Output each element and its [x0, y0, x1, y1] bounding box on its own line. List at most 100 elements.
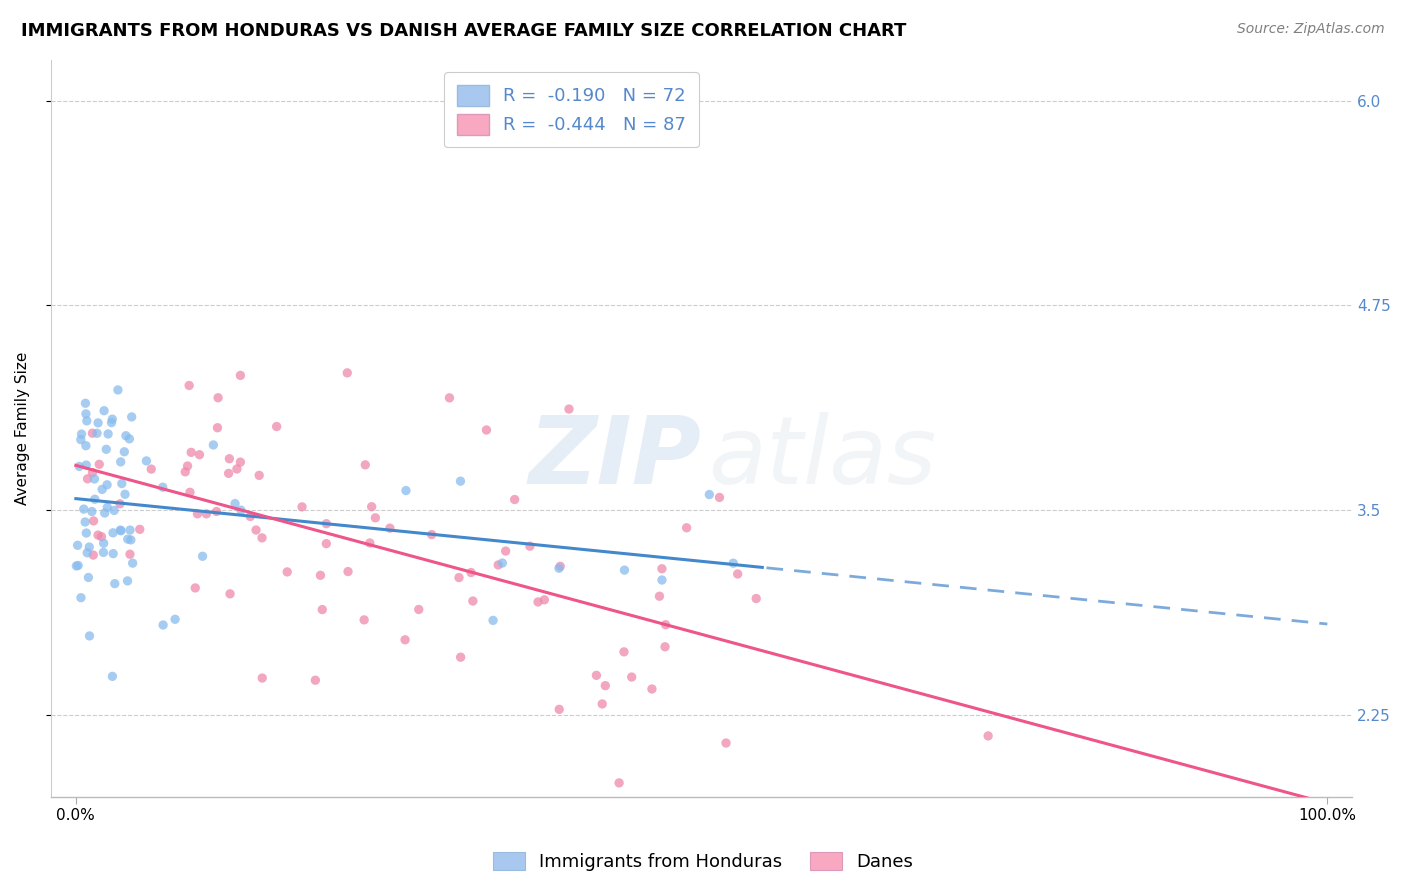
Point — [174, 465, 197, 479]
Point — [96, 477, 118, 491]
Point — [252, 671, 274, 685]
Point — [648, 589, 671, 603]
Point — [408, 602, 430, 616]
Point — [714, 736, 737, 750]
Point — [75, 439, 97, 453]
Point — [110, 455, 132, 469]
Point — [519, 539, 541, 553]
Point — [491, 556, 513, 570]
Point — [96, 442, 118, 457]
Point — [114, 487, 136, 501]
Point — [165, 612, 187, 626]
Point — [450, 650, 472, 665]
Text: atlas: atlas — [709, 412, 936, 503]
Point — [225, 462, 247, 476]
Point — [101, 669, 124, 683]
Text: ZIP: ZIP — [529, 411, 702, 504]
Point — [364, 510, 387, 524]
Point — [82, 466, 104, 480]
Point — [195, 507, 218, 521]
Point — [548, 559, 571, 574]
Point — [90, 530, 112, 544]
Point — [229, 455, 252, 469]
Point — [250, 531, 273, 545]
Point — [112, 444, 135, 458]
Point — [651, 573, 673, 587]
Point — [179, 485, 201, 500]
Point — [202, 438, 225, 452]
Point — [75, 515, 97, 529]
Point — [176, 458, 198, 473]
Point — [558, 402, 581, 417]
Point — [291, 500, 314, 514]
Point — [118, 523, 141, 537]
Point — [93, 536, 115, 550]
Legend: Immigrants from Honduras, Danes: Immigrants from Honduras, Danes — [485, 845, 921, 879]
Point — [120, 533, 142, 547]
Point — [315, 536, 337, 550]
Point — [595, 679, 617, 693]
Point — [548, 561, 571, 575]
Point — [184, 581, 207, 595]
Point — [503, 492, 526, 507]
Point — [207, 421, 229, 435]
Point — [67, 558, 90, 573]
Point — [420, 527, 443, 541]
Point — [188, 448, 211, 462]
Point — [87, 528, 110, 542]
Point — [65, 558, 87, 573]
Point — [87, 416, 110, 430]
Point — [83, 492, 105, 507]
Point — [75, 396, 97, 410]
Point — [69, 433, 91, 447]
Point — [118, 432, 141, 446]
Point — [450, 474, 472, 488]
Point — [354, 458, 377, 472]
Point — [641, 681, 664, 696]
Point — [103, 503, 125, 517]
Point — [613, 563, 636, 577]
Point — [191, 549, 214, 564]
Point — [101, 525, 124, 540]
Point — [395, 483, 418, 498]
Point — [533, 592, 555, 607]
Point — [76, 546, 98, 560]
Point — [224, 497, 246, 511]
Point — [745, 591, 768, 606]
Point — [96, 500, 118, 515]
Point — [93, 403, 115, 417]
Point — [613, 645, 636, 659]
Point — [152, 618, 174, 632]
Point — [70, 427, 93, 442]
Point — [337, 565, 360, 579]
Point — [219, 587, 242, 601]
Point — [336, 366, 359, 380]
Point — [186, 507, 208, 521]
Point — [207, 391, 229, 405]
Point — [107, 383, 129, 397]
Point — [179, 378, 201, 392]
Point — [360, 500, 382, 514]
Point — [205, 504, 228, 518]
Point — [82, 426, 104, 441]
Point — [111, 476, 134, 491]
Point — [79, 629, 101, 643]
Point — [675, 521, 697, 535]
Point — [460, 566, 482, 580]
Point — [76, 414, 98, 428]
Point — [620, 670, 643, 684]
Point — [83, 514, 105, 528]
Point — [93, 506, 115, 520]
Point — [378, 521, 401, 535]
Point — [141, 462, 163, 476]
Point — [439, 391, 461, 405]
Point — [66, 538, 89, 552]
Point — [80, 504, 103, 518]
Legend: R =  -0.190   N = 72, R =  -0.444   N = 87: R = -0.190 N = 72, R = -0.444 N = 87 — [444, 72, 699, 147]
Point — [527, 595, 550, 609]
Point — [548, 702, 571, 716]
Point — [82, 548, 104, 562]
Point — [73, 502, 96, 516]
Point — [591, 697, 613, 711]
Point — [315, 516, 337, 531]
